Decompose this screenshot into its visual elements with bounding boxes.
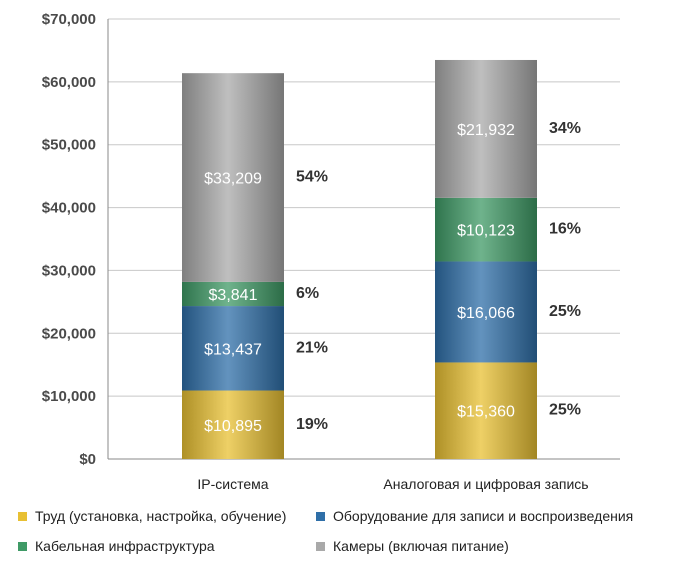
legend-label-cameras: Камеры (включая питание) xyxy=(333,538,509,554)
legend-label-cabling: Кабельная инфраструктура xyxy=(35,538,215,554)
y-tick-label: $20,000 xyxy=(42,325,96,342)
y-axis-tick-labels: $0 $10,000 $20,000 $30,000 $40,000 $50,000 $60… xyxy=(42,11,96,468)
value-label-ip-system-equipment: $13,437 xyxy=(204,341,262,358)
y-tick-label: $40,000 xyxy=(42,200,96,217)
stacked-bar-chart: $0 $10,000 $20,000 $30,000 $40,000 $50,000 $60… xyxy=(42,11,620,492)
y-tick-label: $10,000 xyxy=(42,388,96,405)
bar-segment-ip-system-cameras xyxy=(182,73,284,282)
legend-item-cabling: Кабельная инфраструктура xyxy=(18,538,215,554)
bar-segment-analog-digital-equipment xyxy=(435,261,537,363)
x-tick-label-ip-system: IP-система xyxy=(197,476,268,492)
value-label-ip-system-cabling: $3,841 xyxy=(209,287,258,304)
percent-label-analog-digital-cameras: 34% xyxy=(549,120,581,137)
percent-label-analog-digital-labor: 25% xyxy=(549,402,581,419)
percent-label-ip-system-equipment: 21% xyxy=(296,339,328,356)
legend-item-cameras: Камеры (включая питание) xyxy=(316,538,509,554)
legend-item-equipment: Оборудование для записи и воспроизведени… xyxy=(316,508,633,524)
x-tick-label-analog-digital: Аналоговая и цифровая запись xyxy=(383,476,588,492)
bar-segment-analog-digital-labor xyxy=(435,362,537,459)
y-tick-label: $50,000 xyxy=(42,137,96,154)
x-axis-tick-labels: IP-система Аналоговая и цифровая запись xyxy=(197,476,588,492)
y-tick-label: $70,000 xyxy=(42,11,96,28)
percent-label-ip-system-labor: 19% xyxy=(296,416,328,433)
bars xyxy=(182,59,537,459)
legend-swatch-cameras xyxy=(316,541,325,551)
legend-item-labor: Труд (установка, настройка, обучение) xyxy=(18,508,286,524)
y-tick-label: $0 xyxy=(79,451,96,468)
legend-swatch-equipment xyxy=(316,511,325,521)
bar-segment-analog-digital-cameras xyxy=(435,59,537,198)
percent-label-analog-digital-cabling: 16% xyxy=(549,221,581,238)
bar-segment-ip-system-labor xyxy=(182,390,284,459)
percent-label-ip-system-cabling: 6% xyxy=(296,285,319,302)
bar-segment-ip-system-cabling xyxy=(182,281,284,307)
y-tick-label: $30,000 xyxy=(42,262,96,279)
value-label-analog-digital-cameras: $21,932 xyxy=(457,122,515,139)
value-label-analog-digital-equipment: $16,066 xyxy=(457,305,515,322)
percent-label-ip-system-cameras: 54% xyxy=(296,169,328,186)
value-label-ip-system-cameras: $33,209 xyxy=(204,171,262,188)
bar-segment-ip-system-equipment xyxy=(182,306,284,391)
legend-swatch-cabling xyxy=(18,541,27,551)
value-label-analog-digital-labor: $15,360 xyxy=(457,404,515,421)
percent-label-analog-digital-equipment: 25% xyxy=(549,303,581,320)
bar-segment-analog-digital-cabling xyxy=(435,197,537,262)
legend-label-labor: Труд (установка, настройка, обучение) xyxy=(35,508,287,524)
value-label-ip-system-labor: $10,895 xyxy=(204,418,262,435)
legend-label-equipment: Оборудование для записи и воспроизведени… xyxy=(333,508,634,524)
value-label-analog-digital-cabling: $10,123 xyxy=(457,223,515,240)
data-labels: $10,895 19% $13,437 21% $3,841 6% $33,209 54% $1… xyxy=(204,120,581,435)
legend-swatch-labor xyxy=(18,511,27,521)
y-tick-label: $60,000 xyxy=(42,74,96,91)
